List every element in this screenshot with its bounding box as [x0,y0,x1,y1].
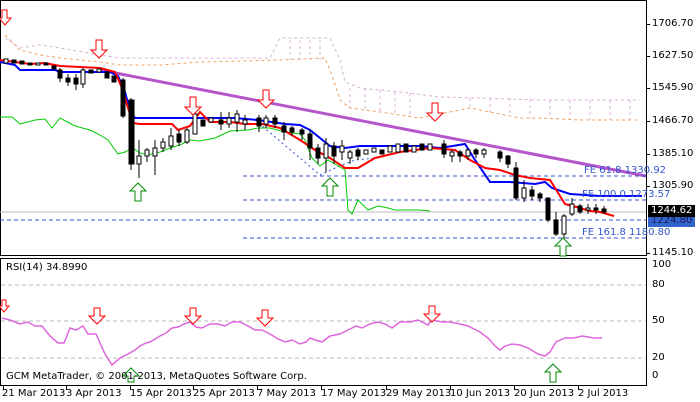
up-arrow-icons [128,177,573,257]
ichimoku-cloud [4,34,640,121]
x-tick: 29 May 2013 [386,388,452,399]
rsi-title: RSI(14) 34.8990 [6,262,88,273]
rsi-tick: 20 [652,352,665,363]
x-tick: 2 Jul 2013 [578,388,629,399]
rsi-tick: 0 [652,370,659,381]
price-tick: 1627.50 [652,50,694,61]
fib-label-61-8: FE 61.8 1330.92 [584,165,667,176]
x-tick: 21 Mar 2013 [2,388,66,399]
kijun-sen [0,61,642,197]
copyright-text: GCM MetaTrader, © 2001-2013, MetaQuotes … [6,371,307,382]
candles [3,58,607,240]
price-tick: 1706.70 [652,18,694,29]
x-tick: 3 Apr 2013 [66,388,122,399]
chikou-span [0,116,431,215]
rsi-line [1,317,602,367]
price-tick: 1466.70 [652,115,694,126]
price-tick: 1145.10 [652,247,694,258]
current-price-badge: 1244.62 [648,205,696,217]
price-chart-pane[interactable] [0,0,647,256]
x-tick: 15 Apr 2013 [130,388,192,399]
rsi-tick: 100 [652,259,672,270]
rsi-pane[interactable] [0,258,647,386]
x-tick: 20 Jun 2013 [514,388,575,399]
fib-label-161-8: FE 161.8 1180.80 [582,227,671,238]
fib-label-100: FE 100.0 1273.57 [582,189,671,200]
rsi-tick: 50 [652,315,665,326]
x-tick: 7 May 2013 [257,388,316,399]
x-tick: 10 Jun 2013 [450,388,511,399]
x-tick: 25 Apr 2013 [193,388,255,399]
rsi-tick: 80 [652,279,665,290]
tenkan-sen [0,59,615,217]
x-tick: 17 May 2013 [321,388,387,399]
price-tick: 1545.90 [652,82,694,93]
trendline [99,68,647,178]
price-tick: 1305.90 [652,180,694,191]
down-arrow-icons [0,9,445,122]
second-price-badge: 1224.80 [648,215,696,227]
price-tick: 1385.10 [652,148,694,159]
